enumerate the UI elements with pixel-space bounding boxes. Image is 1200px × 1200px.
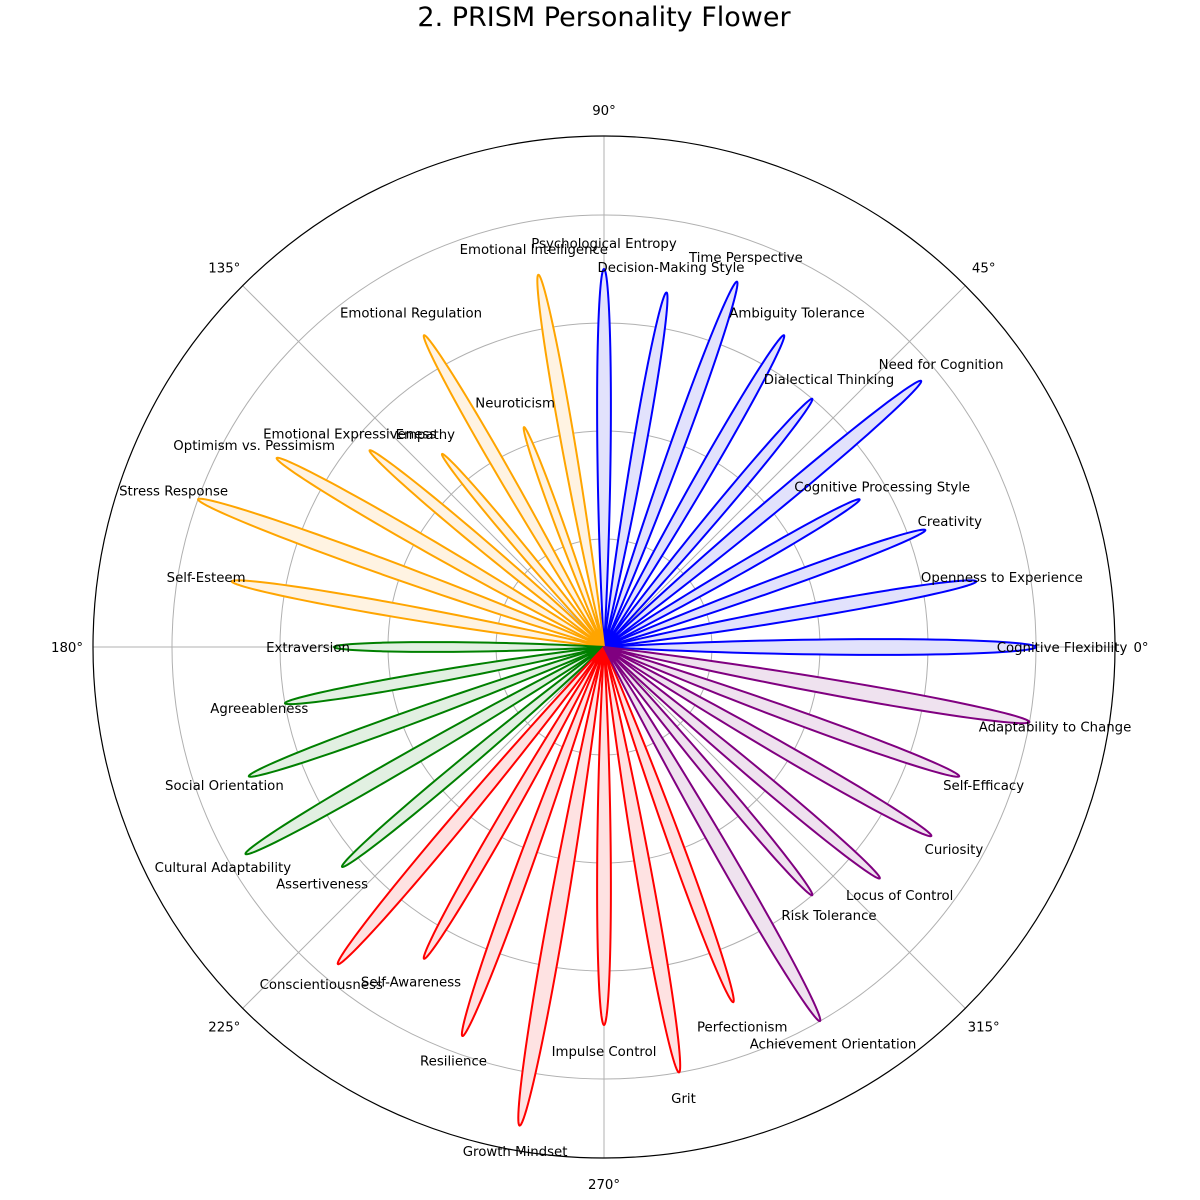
petal-label-emotional-expressiveness: Emotional Expressiveness — [263, 428, 436, 443]
petal-psychological-entropy — [596, 268, 612, 648]
petal-label-resilience: Resilience — [420, 1055, 487, 1070]
petal-curiosity — [603, 646, 933, 838]
angle-tick-180: 180° — [51, 641, 83, 656]
petal-label-adaptability-to-change: Adaptability to Change — [979, 721, 1132, 736]
petal-emotional-expressiveness — [368, 449, 605, 648]
polar-frame — [92, 135, 1116, 1159]
petal-label-conscientiousness: Conscientiousness — [260, 978, 383, 993]
petal-label-time-perspective: Time Perspective — [688, 251, 803, 266]
petal-extraversion — [333, 641, 605, 653]
petal-impulse-control — [596, 646, 612, 1026]
petal-grit — [603, 646, 682, 1074]
petal-label-emotional-intelligence: Emotional Intelligence — [460, 243, 608, 258]
petal-creativity — [603, 528, 927, 648]
angle-tick-labels: 0° 45° 90° 135° 180° 225° 270° 315° — [51, 104, 1149, 1193]
petal-label-growth-mindset: Growth Mindset — [463, 1145, 568, 1160]
petal-label-cognitive-flexibility: Cognitive Flexibility — [997, 641, 1128, 656]
petal-label-perfectionism: Perfectionism — [697, 1021, 787, 1036]
petal-label-creativity: Creativity — [918, 515, 982, 530]
angle-tick-0: 0° — [1133, 641, 1148, 656]
angle-tick-90: 90° — [592, 104, 616, 119]
petal-assertiveness — [340, 646, 605, 868]
petal-ambiguity-tolerance — [603, 334, 786, 648]
petals — [197, 268, 1037, 1127]
angle-tick-135: 135° — [208, 261, 240, 276]
petal-label-locus-of-control: Locus of Control — [846, 889, 953, 904]
angle-tick-315: 315° — [968, 1021, 1000, 1036]
petal-label-self-esteem: Self-Esteem — [167, 571, 246, 586]
petal-label-risk-tolerance: Risk Tolerance — [781, 909, 876, 924]
petal-achievement-orientation — [603, 646, 822, 1023]
petal-growth-mindset — [517, 646, 605, 1127]
petal-adaptability-to-change — [603, 646, 1031, 725]
petal-self-awareness — [422, 646, 605, 960]
petal-label-emotional-regulation: Emotional Regulation — [340, 307, 482, 322]
petal-label-optimism-vs-pessimism: Optimism vs. Pessimism — [173, 439, 335, 454]
petal-label-self-awareness: Self-Awareness — [361, 975, 461, 990]
petal-empathy — [440, 452, 605, 648]
petal-openness-to-experience — [603, 579, 978, 648]
petal-neuroticism — [522, 426, 605, 648]
petal-label-need-for-cognition: Need for Cognition — [879, 358, 1004, 373]
petal-self-efficacy — [603, 646, 961, 778]
petal-label-psychological-entropy: Psychological Entropy — [531, 237, 677, 252]
grid-spoke-315 — [603, 646, 966, 1009]
angle-tick-45: 45° — [972, 261, 996, 276]
petal-label-stress-response: Stress Response — [119, 484, 228, 499]
petal-label-assertiveness: Assertiveness — [276, 878, 368, 893]
petal-label-dialectical-thinking: Dialectical Thinking — [764, 373, 895, 388]
petal-label-achievement-orientation: Achievement Orientation — [750, 1038, 917, 1053]
petal-label-social-orientation: Social Orientation — [165, 779, 284, 794]
petal-label-cultural-adaptability: Cultural Adaptability — [155, 861, 292, 876]
petal-agreeableness — [283, 646, 605, 706]
petal-emotional-intelligence — [536, 273, 605, 648]
petal-label-openness-to-experience: Openness to Experience — [921, 571, 1083, 586]
petal-perfectionism — [603, 646, 735, 1004]
petal-label-agreeableness: Agreeableness — [210, 702, 308, 717]
petal-label-decision-making-style: Decision-Making Style — [598, 261, 745, 276]
petal-self-esteem — [230, 579, 605, 648]
petal-conscientiousness — [336, 646, 605, 966]
petal-label-ambiguity-tolerance: Ambiguity Tolerance — [729, 307, 864, 322]
petal-need-for-cognition — [603, 379, 923, 648]
angle-tick-270: 270° — [588, 1178, 620, 1193]
petal-optimism-vs-pessimism — [275, 456, 605, 648]
grid-spoke-45 — [603, 285, 966, 648]
petal-cognitive-processing-style — [603, 498, 861, 648]
petal-labels: Cognitive Flexibility Openness to Experie… — [119, 237, 1131, 1160]
petal-resilience — [460, 646, 605, 1038]
petal-emotional-regulation — [422, 334, 605, 648]
petal-dialectical-thinking — [603, 397, 814, 648]
petal-label-grit: Grit — [671, 1092, 696, 1107]
petal-label-empathy: Empathy — [396, 428, 456, 443]
grid-spoke-135 — [242, 285, 605, 648]
petal-label-extraversion: Extraversion — [266, 641, 350, 656]
petal-label-neuroticism: Neuroticism — [475, 397, 555, 412]
petal-label-impulse-control: Impulse Control — [552, 1045, 657, 1060]
chart-title: 2. PRISM Personality Flower — [417, 2, 791, 33]
petal-cultural-adaptability — [244, 646, 605, 856]
petal-social-orientation — [247, 646, 605, 778]
grid-spoke-225 — [242, 646, 605, 1009]
petal-label-curiosity: Curiosity — [925, 843, 984, 858]
petal-label-cognitive-processing-style: Cognitive Processing Style — [794, 480, 970, 495]
petal-cognitive-flexibility — [603, 638, 1037, 656]
petal-decision-making-style — [603, 291, 669, 648]
angle-tick-225: 225° — [208, 1021, 240, 1036]
petal-stress-response — [197, 497, 605, 648]
petal-risk-tolerance — [603, 646, 814, 897]
petal-label-self-efficacy: Self-Efficacy — [943, 779, 1024, 794]
petal-locus-of-control — [603, 646, 881, 880]
petal-time-perspective — [603, 280, 739, 648]
